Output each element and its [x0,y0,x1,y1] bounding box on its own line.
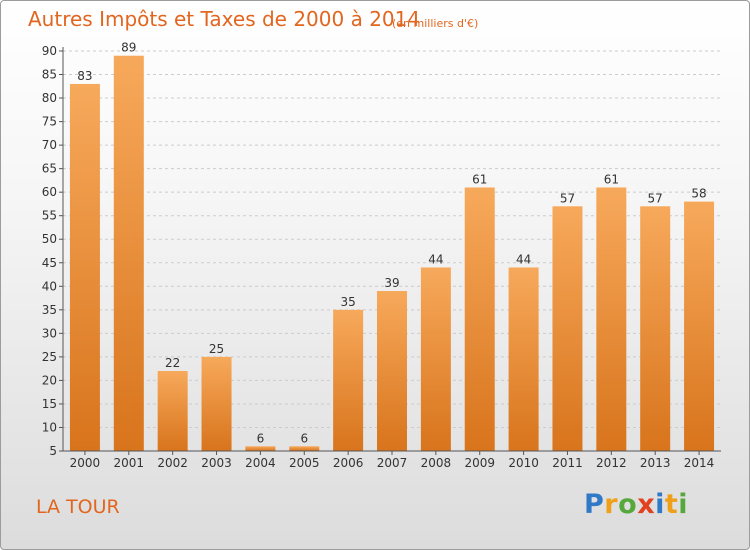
x-tick-label: 2011 [552,456,583,470]
y-tick-label: 45 [42,256,57,270]
x-tick-label: 2005 [289,456,320,470]
x-tick-label: 2012 [596,456,627,470]
y-tick-label: 90 [42,44,57,58]
y-tick-label: 75 [42,115,57,129]
bar-value-label: 35 [340,295,355,309]
labels: 83 2000 89 2001 22 2002 25 2003 6 2004 6 2005 35 2006… [70,41,715,470]
y-tick-label: 25 [42,350,57,364]
y-tick-label: 55 [42,209,57,223]
bar [157,371,188,451]
logo-letter: t [664,489,679,520]
axes: 5 10 15 20 25 30 35 40 45 50 55 60 65 70 75 80 85 90 [42,44,721,458]
chart-title: Autres Impôts et Taxes de 2000 à 2014 [28,7,421,31]
chart-unit: (en milliers d'€) [392,17,479,30]
bar [245,446,276,451]
logo-letter: i [655,489,665,520]
y-tick-label: 85 [42,68,57,82]
x-tick-label: 2007 [377,456,408,470]
bar-value-label: 89 [121,41,136,55]
bar-value-label: 58 [691,187,706,201]
bar [113,55,144,452]
y-tick-label: 5 [49,444,57,458]
logo-letter: i [678,489,689,520]
bar [69,83,100,452]
bar [508,267,539,451]
bar [596,187,627,451]
bar-value-label: 44 [516,252,531,266]
logo-letter: o [618,489,638,520]
y-tick-label: 30 [42,326,57,340]
logo-letter: x [637,489,656,520]
y-tick-label: 50 [42,232,57,246]
bar-value-label: 25 [209,342,224,356]
y-tick-label: 60 [42,185,57,199]
x-tick-label: 2014 [684,456,715,470]
bar [333,309,364,451]
bar [684,201,715,451]
y-tick-label: 20 [42,373,57,387]
bar-value-label: 22 [165,356,180,370]
y-tick-label: 15 [42,397,57,411]
bar-value-label: 61 [472,172,487,186]
bar [552,206,583,451]
y-tick-label: 10 [42,420,57,434]
x-tick-label: 2010 [508,456,539,470]
y-tick-label: 65 [42,162,57,176]
x-tick-label: 2004 [245,456,276,470]
bar [464,187,495,451]
bar [420,267,451,451]
x-tick-label: 2013 [640,456,671,470]
bar-value-label: 39 [384,276,399,290]
y-tick-label: 70 [42,138,57,152]
bars [69,55,715,452]
commune-name: LA TOUR [36,496,120,518]
bar-value-label: 57 [560,191,575,205]
bar-value-label: 6 [257,431,265,445]
x-tick-label: 2001 [114,456,145,470]
y-tick-label: 80 [42,91,57,105]
logo-letter: r [604,489,619,520]
bar-value-label: 44 [428,252,443,266]
bar-value-label: 57 [648,191,663,205]
bar [377,291,407,451]
bar [289,446,320,451]
bar-value-label: 6 [300,431,308,445]
x-tick-label: 2000 [70,456,101,470]
x-tick-label: 2006 [333,456,364,470]
bar [201,356,232,451]
logo-letter: P [584,489,605,520]
x-tick-label: 2002 [157,456,188,470]
x-tick-label: 2009 [464,456,495,470]
bar-value-label: 61 [604,172,619,186]
bar [640,206,671,451]
bar-value-label: 83 [77,69,92,83]
proxiti-logo: Proxiti [584,489,688,520]
x-tick-label: 2003 [201,456,232,470]
y-tick-label: 40 [42,279,57,293]
x-tick-label: 2008 [421,456,452,470]
y-tick-label: 35 [42,303,57,317]
